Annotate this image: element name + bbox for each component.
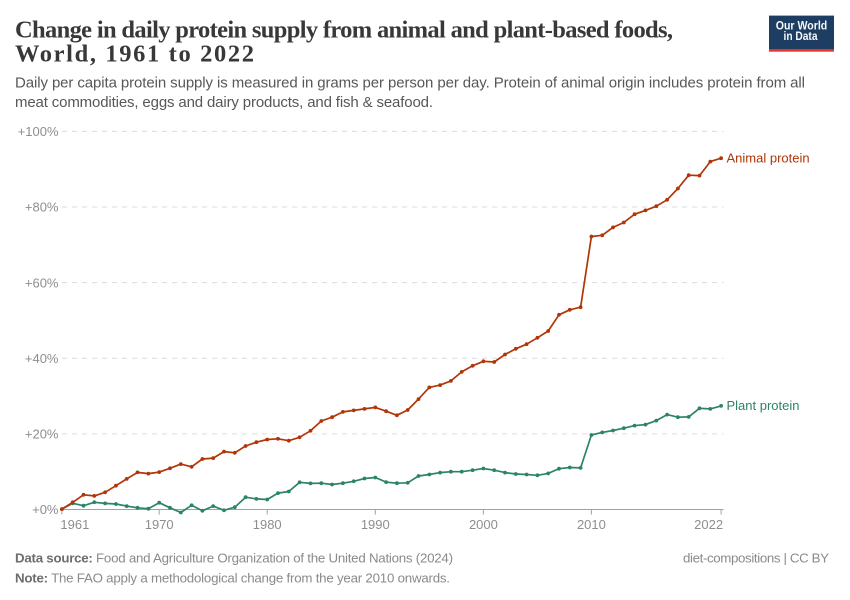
svg-text:+60%: +60% <box>25 275 59 290</box>
svg-text:+0%: +0% <box>32 502 59 517</box>
svg-text:1970: 1970 <box>145 517 174 532</box>
svg-text:Plant protein: Plant protein <box>727 398 800 413</box>
svg-text:2000: 2000 <box>469 517 498 532</box>
svg-text:Change in daily protein supply: Change in daily protein supply from anim… <box>15 17 673 44</box>
svg-text:World, 1961 to 2022: World, 1961 to 2022 <box>15 40 254 67</box>
svg-text:in Data: in Data <box>784 29 818 43</box>
svg-text:Animal protein: Animal protein <box>727 151 810 166</box>
svg-text:1980: 1980 <box>253 517 282 532</box>
svg-text:+40%: +40% <box>25 351 59 366</box>
svg-text:+80%: +80% <box>25 200 59 215</box>
svg-text:meat commodities, eggs and dai: meat commodities, eggs and dairy product… <box>15 94 433 111</box>
svg-text:Data source: Food and Agricult: Data source: Food and Agriculture Organi… <box>15 551 453 566</box>
svg-text:diet-compositions | CC BY: diet-compositions | CC BY <box>683 551 829 566</box>
svg-text:+100%: +100% <box>18 124 59 139</box>
svg-text:Our World: Our World <box>776 19 828 33</box>
svg-text:Daily per capita protein suppl: Daily per capita protein supply is measu… <box>15 74 805 91</box>
svg-text:Note: The FAO apply a methodol: Note: The FAO apply a methodological cha… <box>15 571 450 586</box>
svg-text:2022: 2022 <box>694 517 723 532</box>
svg-text:2010: 2010 <box>577 517 606 532</box>
svg-text:1990: 1990 <box>361 517 390 532</box>
svg-text:+20%: +20% <box>25 427 59 442</box>
svg-text:1961: 1961 <box>60 517 89 532</box>
